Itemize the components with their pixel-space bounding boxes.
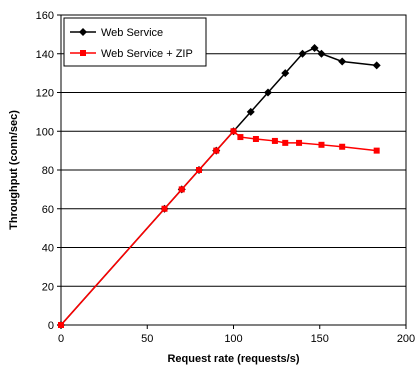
data-point — [317, 49, 326, 58]
x-tick-label: 100 — [224, 333, 242, 345]
data-point — [281, 69, 290, 78]
legend-item: Web Service — [70, 27, 163, 39]
y-axis-title: Throughput (conn/sec) — [8, 110, 20, 230]
y-tick-label: 60 — [42, 204, 54, 216]
series-line — [60, 130, 377, 326]
data-point — [296, 139, 303, 146]
legend-marker — [79, 28, 87, 36]
y-tick-label: 140 — [36, 49, 54, 61]
y-tick-label: 80 — [42, 165, 54, 177]
data-point — [178, 186, 185, 193]
data-point — [372, 61, 381, 70]
data-series — [57, 43, 381, 329]
data-point — [373, 147, 380, 154]
data-point — [318, 141, 325, 148]
data-point — [252, 136, 259, 142]
legend-item: Web Service + ZIP — [70, 48, 193, 60]
y-tick-label: 40 — [42, 243, 54, 255]
y-tick-label: 100 — [36, 126, 54, 138]
data-point — [230, 128, 237, 135]
data-point — [161, 205, 168, 212]
data-point — [237, 134, 244, 141]
legend-label: Web Service — [101, 27, 163, 39]
data-point — [196, 167, 202, 173]
x-tick-label: 50 — [141, 333, 153, 345]
data-point — [338, 57, 347, 66]
x-axis-ticks: 0 50 100 150 200 — [58, 325, 415, 345]
legend-marker — [80, 50, 86, 56]
data-point — [271, 137, 278, 144]
legend-label: Web Service + ZIP — [101, 48, 193, 60]
y-tick-label: 160 — [36, 10, 54, 22]
series-web-service-zip — [58, 128, 380, 328]
y-tick-label: 20 — [42, 281, 54, 293]
y-axis-ticks: 0 20 40 60 80 100 120 140 160 — [36, 10, 61, 332]
data-point — [339, 143, 346, 150]
data-point — [298, 49, 307, 58]
x-axis-title: Request rate (requests/s) — [167, 353, 299, 365]
y-tick-label: 120 — [36, 88, 54, 100]
x-tick-label: 0 — [58, 333, 64, 345]
x-tick-label: 150 — [311, 333, 329, 345]
data-point — [58, 322, 64, 328]
series-line — [60, 47, 377, 326]
data-point — [264, 88, 272, 97]
data-point — [310, 43, 319, 52]
x-tick-label: 200 — [397, 333, 415, 345]
data-point — [282, 139, 289, 146]
data-point — [246, 107, 255, 116]
data-point — [213, 147, 220, 154]
legend: Web Service Web Service + ZIP — [63, 17, 207, 67]
legend-box — [63, 17, 207, 67]
y-tick-label: 0 — [48, 320, 54, 332]
